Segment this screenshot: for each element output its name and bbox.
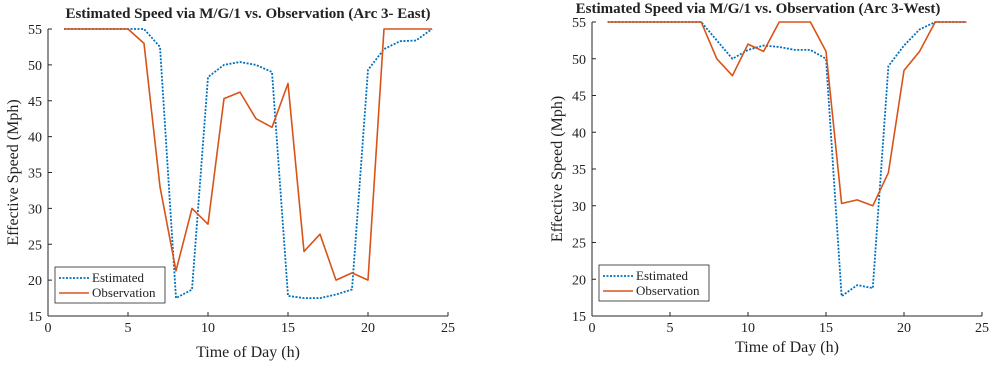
x-tick-label: 25 <box>441 321 455 336</box>
chart-title: Estimated Speed via M/G/1 vs. Observatio… <box>576 1 941 17</box>
y-tick-label: 45 <box>572 90 586 105</box>
y-tick-label: 30 <box>572 200 586 215</box>
x-tick-label: 15 <box>819 321 833 336</box>
y-tick-label: 25 <box>28 238 42 253</box>
y-tick-label: 40 <box>572 126 586 141</box>
y-tick-label: 45 <box>28 95 42 110</box>
series-line-observation <box>607 21 967 207</box>
legend-box <box>598 264 710 302</box>
x-tick-label: 10 <box>201 321 215 336</box>
series-line-estimated <box>64 28 433 300</box>
y-tick-label: 15 <box>572 310 586 325</box>
series-line-estimated <box>607 21 967 298</box>
y-tick-label: 25 <box>572 237 586 252</box>
y-axis-label: Effective Speed (Mph) <box>5 99 22 245</box>
legend-label: Estimated <box>636 268 688 283</box>
y-axis-label: Effective Speed (Mph) <box>549 96 566 242</box>
x-tick-label: 5 <box>667 321 674 336</box>
x-tick-label: 5 <box>125 321 132 336</box>
legend-label: Estimated <box>92 270 144 285</box>
y-tick-label: 20 <box>572 273 586 288</box>
x-tick-label: 20 <box>361 321 375 336</box>
legend-box <box>54 266 166 304</box>
x-tick-label: 0 <box>45 321 52 336</box>
y-tick-label: 15 <box>28 310 42 325</box>
y-tick-label: 20 <box>28 274 42 289</box>
x-axis-label: Time of Day (h) <box>735 339 839 356</box>
y-tick-label: 35 <box>572 163 586 178</box>
x-axis-label: Time of Day (h) <box>196 344 300 361</box>
x-tick-label: 15 <box>281 321 295 336</box>
chart-2: Estimated Speed via M/G/1 vs. Observatio… <box>549 1 989 356</box>
x-tick-label: 25 <box>975 321 989 336</box>
x-tick-label: 20 <box>897 321 911 336</box>
x-tick-label: 10 <box>741 321 755 336</box>
x-tick-label: 0 <box>589 321 596 336</box>
y-tick-label: 35 <box>28 167 42 182</box>
y-tick-label: 30 <box>28 202 42 217</box>
y-tick-label: 50 <box>28 59 42 74</box>
y-tick-label: 40 <box>28 131 42 146</box>
y-tick-label: 55 <box>572 16 586 31</box>
series-line-observation <box>64 28 432 281</box>
chart-title: Estimated Speed via M/G/1 vs. Observatio… <box>65 6 430 22</box>
legend-label: Observation <box>636 283 700 298</box>
y-tick-label: 55 <box>28 23 42 38</box>
chart-1: Estimated Speed via M/G/1 vs. Observatio… <box>5 6 455 361</box>
legend-label: Observation <box>92 285 156 300</box>
y-tick-label: 50 <box>572 53 586 68</box>
